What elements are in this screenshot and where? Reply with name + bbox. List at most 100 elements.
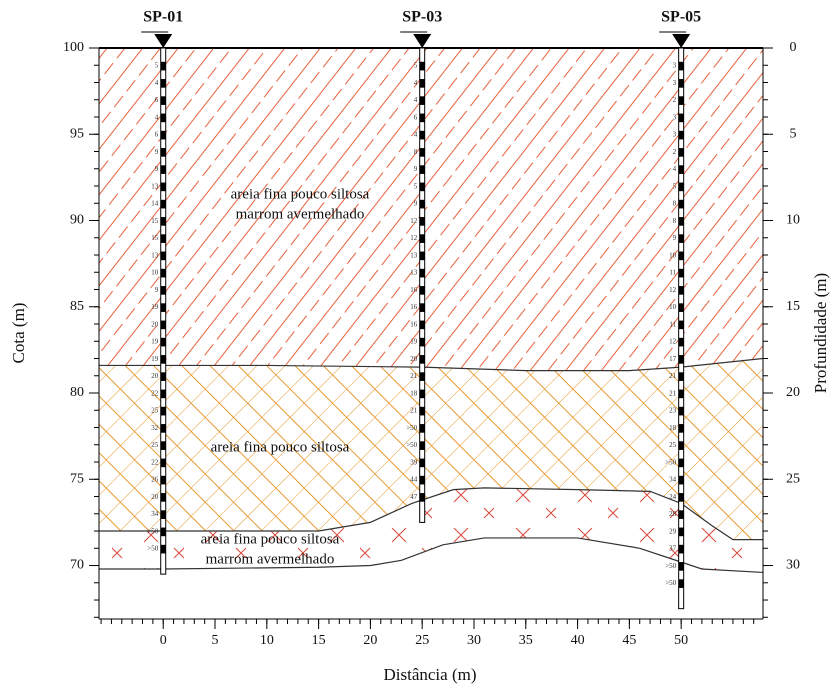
spt-value: 47 <box>410 493 418 501</box>
spt-value: >50 <box>665 458 676 466</box>
spt-sample <box>161 252 166 261</box>
spt-sample <box>161 545 166 554</box>
spt-sample <box>161 183 166 192</box>
layer-label: areia fina pouco siltosa <box>211 439 350 455</box>
spt-sample <box>161 510 166 519</box>
y-tick-label: 95 <box>70 126 84 141</box>
spt-value: 21 <box>410 372 418 380</box>
spt-value: 13 <box>410 251 418 259</box>
spt-value: 20 <box>151 372 159 380</box>
spt-sample <box>420 131 425 140</box>
borehole-marker <box>154 34 172 48</box>
spt-value: 2 <box>673 96 677 104</box>
spt-value: 13 <box>410 269 418 277</box>
spt-sample <box>679 372 684 381</box>
spt-sample <box>420 62 425 71</box>
spt-sample <box>420 390 425 399</box>
y-axis-label: Cota (m) <box>9 303 28 364</box>
spt-sample <box>420 165 425 174</box>
spt-value: 19 <box>151 355 159 363</box>
y-tick-label: 75 <box>70 471 84 486</box>
spt-value: 29 <box>669 527 677 535</box>
spt-value: 25 <box>669 441 677 449</box>
spt-value: 26 <box>151 476 159 484</box>
spt-sample <box>161 303 166 312</box>
spt-sample <box>679 131 684 140</box>
spt-sample <box>161 528 166 537</box>
spt-value: 20 <box>151 493 159 501</box>
y-tick-label: 100 <box>63 40 84 55</box>
spt-sample <box>679 183 684 192</box>
spt-value: 4 <box>414 131 418 139</box>
spt-value: 14 <box>151 200 159 208</box>
spt-value: 12 <box>410 234 418 242</box>
spt-sample <box>161 372 166 381</box>
spt-value: 9 <box>155 165 159 173</box>
y2-tick-label: 10 <box>786 213 800 228</box>
spt-value: 9 <box>414 165 418 173</box>
spt-value: 16 <box>410 286 418 294</box>
spt-value: 8 <box>673 217 677 225</box>
spt-sample <box>679 286 684 295</box>
spt-sample <box>679 303 684 312</box>
spt-value: >50 <box>406 441 417 449</box>
spt-value: 34 <box>669 476 677 484</box>
spt-sample <box>679 407 684 416</box>
spt-sample <box>161 321 166 330</box>
spt-sample <box>420 217 425 226</box>
spt-sample <box>420 493 425 502</box>
borehole-name: SP-01 <box>143 9 183 26</box>
spt-value: 9 <box>673 234 677 242</box>
spt-sample <box>161 459 166 468</box>
spt-value: 10 <box>669 303 677 311</box>
spt-value: 16 <box>410 303 418 311</box>
x-tick-label: 40 <box>571 633 585 648</box>
y2-tick-label: 25 <box>786 471 800 486</box>
spt-sample <box>161 286 166 295</box>
spt-sample <box>420 200 425 209</box>
spt-sample <box>679 338 684 347</box>
spt-sample <box>161 131 166 140</box>
y-tick-label: 70 <box>70 558 84 573</box>
spt-value: 6 <box>155 96 159 104</box>
spt-sample <box>679 114 684 123</box>
spt-sample <box>161 424 166 433</box>
spt-value: 32 <box>151 424 159 432</box>
spt-value: 9 <box>414 200 418 208</box>
spt-sample <box>679 96 684 105</box>
spt-sample <box>679 355 684 364</box>
spt-value: 13 <box>151 182 159 190</box>
spt-value: 11 <box>669 320 676 328</box>
spt-value: 11 <box>669 269 676 277</box>
borehole-name: SP-03 <box>402 9 442 26</box>
x-tick-label: 5 <box>212 633 219 648</box>
y2-axis-label: Profundidade (m) <box>811 273 830 393</box>
x-tick-label: 0 <box>160 633 167 648</box>
layer-label: areia fina pouco siltosa <box>201 531 340 547</box>
spt-sample <box>420 407 425 416</box>
layer-label: areia fina pouco siltosa <box>231 186 370 202</box>
spt-sample <box>161 355 166 364</box>
spt-sample <box>679 62 684 71</box>
spt-value: 10 <box>669 251 677 259</box>
spt-sample <box>679 321 684 330</box>
layer-label: marrom avermelhado <box>206 551 335 567</box>
spt-sample <box>679 545 684 554</box>
spt-sample <box>679 493 684 502</box>
spt-sample <box>420 234 425 243</box>
spt-value: 19 <box>151 338 159 346</box>
spt-value: 37 <box>669 545 677 553</box>
spt-value: 13 <box>151 251 159 259</box>
spt-sample <box>420 96 425 105</box>
spt-value: 4 <box>155 113 159 121</box>
y2-tick-label: 5 <box>790 126 797 141</box>
spt-value: 17 <box>669 355 677 363</box>
spt-sample <box>420 183 425 192</box>
spt-value: 19 <box>410 338 418 346</box>
spt-value: 21 <box>669 372 677 380</box>
spt-sample <box>679 459 684 468</box>
spt-value: >50 <box>147 527 158 535</box>
spt-sample <box>161 165 166 174</box>
y2-tick-label: 0 <box>790 40 797 55</box>
spt-sample <box>420 372 425 381</box>
